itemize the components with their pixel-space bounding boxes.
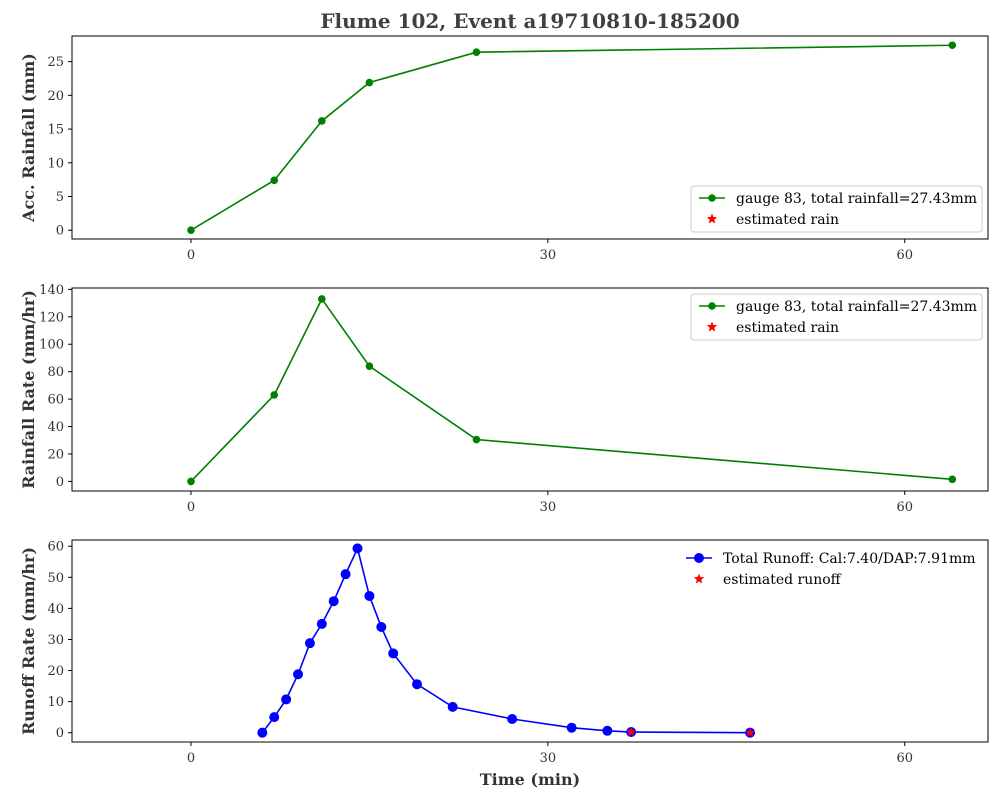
legend-marker xyxy=(708,194,716,202)
y-tick-label: 10 xyxy=(47,156,64,171)
series xyxy=(257,543,756,738)
y-tick-label: 0 xyxy=(56,224,64,239)
x-tick-label: 30 xyxy=(540,500,557,515)
y-tick-label: 0 xyxy=(56,726,64,741)
legend-label: gauge 83, total rainfall=27.43mm xyxy=(736,299,977,315)
legend-star xyxy=(706,213,718,224)
data-point xyxy=(566,722,577,733)
plot-frame xyxy=(71,287,989,492)
legend-star xyxy=(706,321,718,332)
data-point xyxy=(187,226,195,235)
y-tick-label: 20 xyxy=(47,664,64,679)
panel-3: 0 30 60 0 10 20 30 40 50 60 Runoff Rate (mm/hr) Tot… xyxy=(19,539,989,766)
plot-frame xyxy=(71,539,989,743)
data-point xyxy=(270,176,279,185)
legend-label: Total Runoff: Cal:7.40/DAP:7.91mm xyxy=(723,551,976,567)
x-tick-label: 60 xyxy=(896,751,913,766)
x-tick-label: 30 xyxy=(540,248,557,263)
x-tick-label: 0 xyxy=(187,751,195,766)
data-point xyxy=(257,727,268,738)
data-point xyxy=(388,648,399,659)
legend-marker xyxy=(694,553,704,563)
data-point xyxy=(318,117,326,125)
data-point xyxy=(318,295,326,303)
data-point xyxy=(316,618,327,629)
data-point xyxy=(328,596,339,607)
data-point xyxy=(187,477,195,486)
legend-label: estimated runoff xyxy=(723,572,842,588)
data-point xyxy=(948,475,957,484)
chart-title: Flume 102, Event a19710810-185200 xyxy=(320,9,739,33)
data-point xyxy=(411,679,422,690)
x-tick-label: 60 xyxy=(896,500,913,515)
data-point xyxy=(507,714,518,725)
y-tick-label: 60 xyxy=(47,540,64,555)
data-point xyxy=(447,701,458,712)
estimated-series xyxy=(626,727,755,737)
legend: Total Runoff: Cal:7.40/DAP:7.91mm estimat… xyxy=(686,551,976,588)
legend-marker xyxy=(708,302,716,310)
y-tick-label: 15 xyxy=(47,123,64,138)
legend-frame xyxy=(690,293,983,341)
data-point xyxy=(304,638,315,649)
data-point xyxy=(352,543,363,554)
legend: gauge 83, total rainfall=27.43mm estimate… xyxy=(690,185,983,233)
data-point xyxy=(293,669,304,680)
legend-label: estimated rain xyxy=(736,212,839,228)
series-line xyxy=(190,297,953,482)
y-tick-label: 0 xyxy=(56,475,64,490)
panels: 0 30 60 0 5 10 15 20 25 Acc. Rainfall (mm) gauge 8… xyxy=(19,35,989,766)
y-tick-label: 25 xyxy=(47,55,64,70)
data-point xyxy=(472,48,481,56)
legend: gauge 83, total rainfall=27.43mm estimate… xyxy=(690,293,983,341)
series xyxy=(187,41,957,235)
data-point xyxy=(365,362,374,370)
data-point xyxy=(472,435,481,444)
legend-frame xyxy=(690,185,983,233)
y-tick-label: 60 xyxy=(47,393,64,408)
series-line xyxy=(190,44,953,231)
series-line xyxy=(261,545,751,734)
x-tick-label: 0 xyxy=(187,248,195,263)
legend-label: gauge 83, total rainfall=27.43mm xyxy=(736,191,977,207)
data-point xyxy=(602,725,613,736)
y-tick-label: 10 xyxy=(47,695,64,710)
data-point xyxy=(269,712,280,723)
y-axis-label: Rainfall Rate (mm/hr) xyxy=(19,290,38,489)
y-tick-label: 5 xyxy=(56,190,64,205)
series xyxy=(187,295,957,486)
plot-frame xyxy=(71,35,989,240)
data-point xyxy=(948,41,957,50)
x-axis-label: Time (min) xyxy=(480,770,580,789)
x-tick-label: 0 xyxy=(187,500,195,515)
estimated-point xyxy=(626,727,636,737)
data-point xyxy=(270,391,279,399)
y-tick-label: 80 xyxy=(47,365,64,380)
estimated-point xyxy=(745,727,755,737)
y-tick-label: 140 xyxy=(39,283,64,298)
y-axis-label: Acc. Rainfall (mm) xyxy=(19,53,38,223)
y-tick-label: 20 xyxy=(47,89,64,104)
y-tick-label: 40 xyxy=(47,602,64,617)
x-tick-label: 30 xyxy=(540,751,557,766)
data-point xyxy=(376,622,387,633)
legend-star xyxy=(693,573,705,584)
y-tick-label: 100 xyxy=(39,338,64,353)
y-tick-label: 50 xyxy=(47,571,64,586)
x-tick-label: 60 xyxy=(896,248,913,263)
data-point xyxy=(340,569,351,580)
legend-label: estimated rain xyxy=(736,320,839,336)
y-axis-label: Runoff Rate (mm/hr) xyxy=(19,547,38,735)
data-point xyxy=(365,78,374,87)
panel-1: 0 30 60 0 5 10 15 20 25 Acc. Rainfall (mm) gauge 8… xyxy=(19,35,989,263)
data-point xyxy=(281,694,292,705)
y-tick-label: 20 xyxy=(47,447,64,462)
data-point xyxy=(364,590,375,601)
y-tick-label: 120 xyxy=(39,310,64,325)
y-tick-label: 40 xyxy=(47,420,64,435)
y-tick-label: 30 xyxy=(47,633,64,648)
